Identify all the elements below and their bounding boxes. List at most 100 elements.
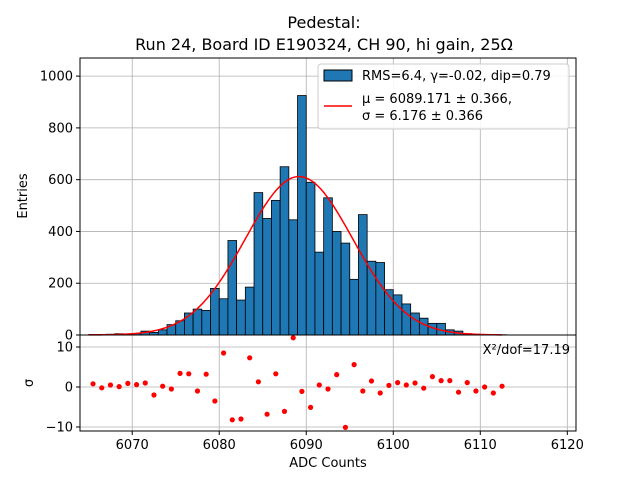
residual-point (325, 386, 330, 391)
residual-point (352, 362, 357, 367)
histogram-y-label: Entries (16, 173, 31, 219)
histogram-bar (245, 287, 254, 335)
residual-point (404, 382, 409, 387)
histogram-y-tick-label: 200 (48, 277, 73, 292)
histogram-bar (411, 313, 420, 335)
histogram-bar (158, 330, 167, 335)
legend-hist-label: RMS=6.4, γ=-0.02, dip=0.79 (362, 69, 551, 84)
histogram-bar (332, 231, 341, 335)
histogram-bar (402, 304, 411, 335)
residuals-x-ticks: 6070 6080 6090 6100 6110 6120 (116, 431, 584, 453)
x-tick-label: 6080 (203, 438, 236, 453)
residual-point (186, 371, 191, 376)
histogram-bar (315, 252, 324, 335)
residual-point (317, 382, 322, 387)
residual-point (151, 392, 156, 397)
residual-point (308, 405, 313, 410)
residual-point (204, 372, 209, 377)
residual-point (169, 386, 174, 391)
histogram-bar (289, 220, 298, 335)
legend-fit-label-1: μ = 6089.171 ± 0.366, (362, 92, 512, 107)
x-tick-label: 6110 (464, 438, 497, 453)
histogram-bar (376, 263, 385, 335)
residual-point (473, 388, 478, 393)
residual-point (343, 425, 348, 430)
histogram-bar (341, 243, 350, 335)
residual-point (160, 384, 165, 389)
histogram-bar (298, 96, 307, 335)
residual-point (369, 378, 374, 383)
residual-point (482, 384, 487, 389)
histogram-bar (271, 200, 280, 335)
histogram-bar (419, 318, 428, 335)
residual-point (378, 390, 383, 395)
histogram-bar (306, 182, 315, 335)
x-tick-label: 6100 (377, 438, 410, 453)
legend-fit-label-2: σ = 6.176 ± 0.366 (362, 109, 483, 124)
residual-point (430, 374, 435, 379)
legend-hist-swatch (324, 70, 352, 81)
residual-point (465, 380, 470, 385)
residual-point (360, 388, 365, 393)
histogram-bar (263, 219, 272, 335)
x-tick-label: 6070 (116, 438, 149, 453)
residual-point (499, 384, 504, 389)
residual-point (334, 372, 339, 377)
residual-point (491, 390, 496, 395)
residual-point (247, 355, 252, 360)
residuals-y-tick-label: 0 (65, 381, 73, 396)
residual-point (291, 335, 296, 340)
histogram-y-tick-label: 1000 (40, 70, 73, 85)
histogram-y-tick-label: 800 (48, 121, 73, 136)
residual-point (386, 383, 391, 388)
residual-point (256, 379, 261, 384)
residual-point (264, 412, 269, 417)
residual-point (282, 409, 287, 414)
residual-point (117, 384, 122, 389)
residual-point (143, 380, 148, 385)
residual-point (421, 386, 426, 391)
residual-point (238, 416, 243, 421)
residuals-y-label: σ (22, 379, 37, 387)
histogram-bar (219, 299, 228, 335)
histogram-bar (228, 241, 237, 335)
residuals-y-tick-label: −10 (46, 421, 73, 436)
histogram-y-tick-label: 400 (48, 225, 73, 240)
histogram-bar (393, 295, 402, 335)
x-tick-label: 6090 (290, 438, 323, 453)
residual-point (212, 398, 217, 403)
x-tick-label: 6120 (551, 438, 584, 453)
histogram-bar (211, 288, 220, 335)
histogram-bars (89, 96, 507, 335)
residual-points (90, 335, 504, 430)
residual-point (221, 350, 226, 355)
histogram-bar (280, 167, 289, 335)
residual-point (395, 380, 400, 385)
residual-point (299, 389, 304, 394)
histogram-bar (202, 310, 211, 335)
histogram-y-tick-label: 600 (48, 173, 73, 188)
residual-point (412, 380, 417, 385)
x-axis-label: ADC Counts (289, 456, 367, 471)
histogram-bar (193, 309, 202, 335)
chart-title-line2: Run 24, Board ID E190324, CH 90, hi gain… (135, 35, 513, 54)
histogram-bar (254, 193, 263, 335)
residual-point (99, 385, 104, 390)
residual-point (134, 382, 139, 387)
chart-title-line1: Pedestal: (287, 13, 360, 32)
residual-point (439, 378, 444, 383)
histogram-bar (358, 215, 367, 335)
residual-point (90, 381, 95, 386)
residual-point (273, 371, 278, 376)
residual-point (195, 388, 200, 393)
legend: RMS=6.4, γ=-0.02, dip=0.79 μ = 6089.171 … (318, 64, 569, 129)
histogram-bar (350, 279, 359, 335)
histogram-bar (237, 300, 246, 335)
residual-point (125, 381, 130, 386)
residual-point (177, 371, 182, 376)
residual-point (108, 382, 113, 387)
